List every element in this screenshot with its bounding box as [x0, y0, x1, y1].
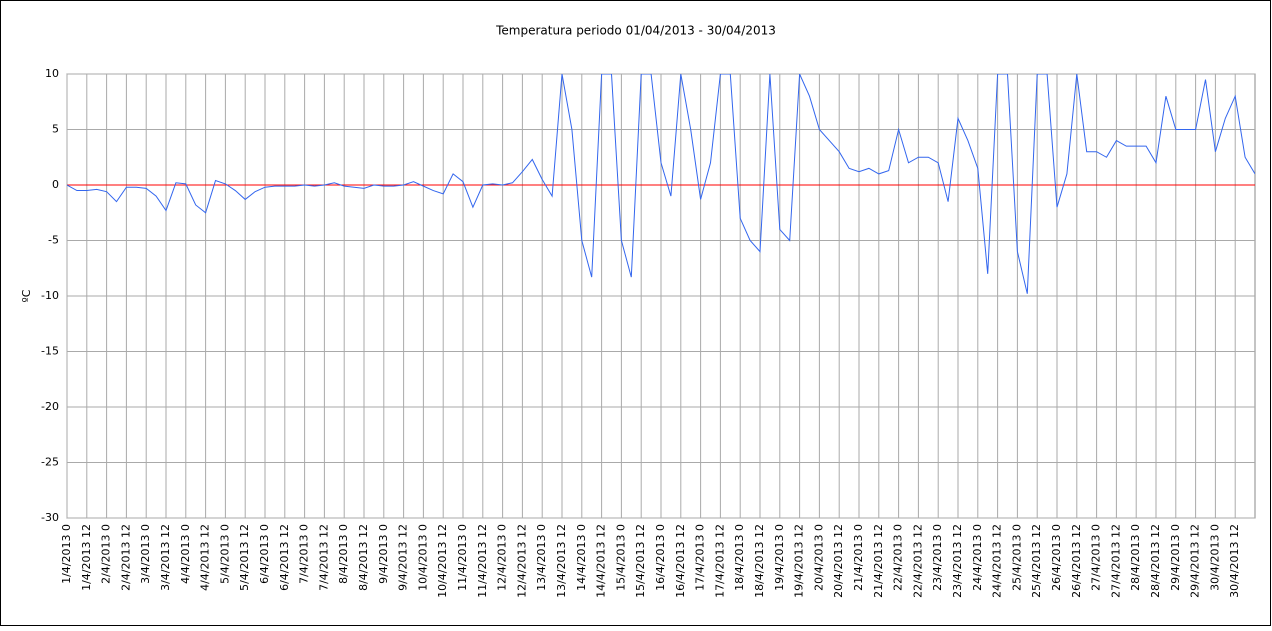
- x-tick-label: 21/4/2013 0: [852, 524, 865, 591]
- x-tick-label: 9/4/2013 12: [397, 524, 410, 591]
- x-tick-label: 30/4/2013 0: [1208, 524, 1221, 591]
- y-axis-label: ºC: [20, 289, 33, 302]
- x-tick-label: 23/4/2013 12: [951, 524, 964, 598]
- x-tick-label: 18/4/2013 12: [753, 524, 766, 598]
- x-tick-label: 13/4/2013 12: [555, 524, 568, 598]
- x-tick-label: 11/4/2013 12: [476, 524, 489, 598]
- x-tick-label: 8/4/2013 0: [337, 524, 350, 584]
- y-tick-label: -5: [48, 234, 59, 247]
- x-tick-label: 27/4/2013 12: [1109, 524, 1122, 598]
- x-tick-label: 4/4/2013 0: [179, 524, 192, 584]
- x-tick-label: 4/4/2013 12: [199, 524, 212, 591]
- x-tick-label: 7/4/2013 0: [298, 524, 311, 584]
- x-tick-label: 3/4/2013 0: [139, 524, 152, 584]
- x-tick-label: 22/4/2013 0: [892, 524, 905, 591]
- x-tick-label: 20/4/2013 0: [812, 524, 825, 591]
- x-tick-label: 18/4/2013 0: [733, 524, 746, 591]
- x-tick-label: 11/4/2013 0: [456, 524, 469, 591]
- y-tick-label: -25: [41, 456, 59, 469]
- x-tick-label: 16/4/2013 12: [674, 524, 687, 598]
- x-tick-label: 8/4/2013 12: [357, 524, 370, 591]
- x-tick-label: 26/4/2013 12: [1070, 524, 1083, 598]
- x-tick-label: 5/4/2013 12: [238, 524, 251, 591]
- x-tick-label: 6/4/2013 12: [278, 524, 291, 591]
- x-tick-label: 15/4/2013 0: [614, 524, 627, 591]
- x-tick-label: 22/4/2013 12: [911, 524, 924, 598]
- x-tick-label: 17/4/2013 12: [713, 524, 726, 598]
- x-tick-label: 2/4/2013 0: [100, 524, 113, 584]
- x-tick-label: 28/4/2013 12: [1149, 524, 1162, 598]
- x-tick-label: 10/4/2013 12: [436, 524, 449, 598]
- data-line: [67, 74, 1255, 294]
- x-tick-label: 9/4/2013 0: [377, 524, 390, 584]
- x-tick-label: 14/4/2013 12: [595, 524, 608, 598]
- y-tick-label: 5: [52, 123, 59, 136]
- y-tick-label: -30: [41, 511, 59, 524]
- x-tick-label: 14/4/2013 0: [575, 524, 588, 591]
- x-tick-label: 6/4/2013 0: [258, 524, 271, 584]
- y-tick-label: -15: [41, 345, 59, 358]
- x-tick-label: 25/4/2013 0: [1010, 524, 1023, 591]
- x-tick-label: 3/4/2013 12: [159, 524, 172, 591]
- y-tick-label: -10: [41, 289, 59, 302]
- x-tick-label: 15/4/2013 12: [634, 524, 647, 598]
- x-tick-label: 19/4/2013 12: [793, 524, 806, 598]
- x-tick-label: 5/4/2013 0: [218, 524, 231, 584]
- y-tick-label: 10: [45, 67, 59, 80]
- x-tick-label: 29/4/2013 0: [1169, 524, 1182, 591]
- x-tick-label: 12/4/2013 12: [515, 524, 528, 598]
- x-tick-label: 26/4/2013 0: [1050, 524, 1063, 591]
- x-tick-label: 27/4/2013 0: [1090, 524, 1103, 591]
- x-tick-label: 2/4/2013 12: [119, 524, 132, 591]
- x-tick-label: 1/4/2013 0: [60, 524, 73, 584]
- chart-title: Temperatura periodo 01/04/2013 - 30/04/2…: [495, 24, 776, 38]
- x-tick-label: 10/4/2013 0: [416, 524, 429, 591]
- x-tick-label: 28/4/2013 0: [1129, 524, 1142, 591]
- x-tick-label: 1/4/2013 12: [80, 524, 93, 591]
- x-tick-label: 21/4/2013 12: [872, 524, 885, 598]
- x-tick-label: 24/4/2013 12: [991, 524, 1004, 598]
- x-tick-label: 20/4/2013 12: [832, 524, 845, 598]
- x-tick-label: 19/4/2013 0: [773, 524, 786, 591]
- x-tick-label: 16/4/2013 0: [654, 524, 667, 591]
- x-tick-label: 7/4/2013 12: [317, 524, 330, 591]
- x-tick-label: 25/4/2013 12: [1030, 524, 1043, 598]
- x-tick-label: 23/4/2013 0: [931, 524, 944, 591]
- y-tick-label: -20: [41, 400, 59, 413]
- x-tick-label: 13/4/2013 0: [535, 524, 548, 591]
- x-tick-label: 29/4/2013 12: [1189, 524, 1202, 598]
- x-tick-label: 30/4/2013 12: [1228, 524, 1241, 598]
- x-tick-label: 17/4/2013 0: [694, 524, 707, 591]
- y-tick-label: 0: [52, 178, 59, 191]
- x-tick-label: 24/4/2013 0: [971, 524, 984, 591]
- x-tick-label: 12/4/2013 0: [496, 524, 509, 591]
